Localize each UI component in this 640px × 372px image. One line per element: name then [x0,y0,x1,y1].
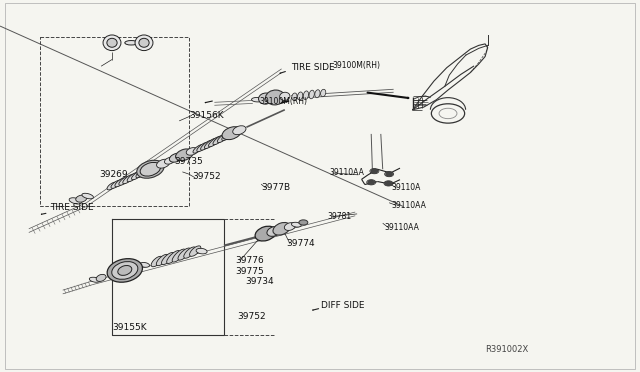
Ellipse shape [161,253,174,264]
Ellipse shape [156,254,168,266]
Ellipse shape [186,148,198,155]
Ellipse shape [196,142,208,152]
Ellipse shape [259,93,273,104]
Text: 39110AA: 39110AA [330,169,364,177]
Ellipse shape [178,248,191,260]
Circle shape [385,182,392,185]
Text: 39734: 39734 [245,278,274,286]
Text: 39110A: 39110A [392,183,421,192]
Ellipse shape [222,127,241,140]
Ellipse shape [135,35,153,51]
Ellipse shape [196,248,207,254]
Text: 3977B: 3977B [261,183,291,192]
Ellipse shape [193,144,204,153]
Text: R391002X: R391002X [485,345,529,354]
Text: 39776: 39776 [236,256,264,265]
Ellipse shape [69,198,82,204]
Text: 39735: 39735 [175,157,204,166]
Text: 39752: 39752 [237,312,266,321]
Ellipse shape [218,133,229,142]
Ellipse shape [222,132,232,141]
Ellipse shape [151,256,163,267]
Ellipse shape [82,193,93,199]
Ellipse shape [115,178,125,187]
Ellipse shape [111,180,122,188]
Ellipse shape [107,259,143,282]
Ellipse shape [132,171,142,180]
Ellipse shape [125,41,138,45]
Ellipse shape [189,246,201,256]
Ellipse shape [267,227,281,236]
Ellipse shape [96,275,106,281]
Text: 39110AA: 39110AA [384,223,419,232]
Ellipse shape [157,159,170,168]
Text: 39774: 39774 [287,239,316,248]
Text: TIRE SIDE: TIRE SIDE [50,203,93,212]
Ellipse shape [107,182,117,190]
Ellipse shape [233,126,246,135]
Text: 39155K: 39155K [112,323,147,332]
Ellipse shape [170,153,182,162]
Ellipse shape [292,93,297,100]
Ellipse shape [280,92,290,100]
Ellipse shape [303,91,308,100]
Ellipse shape [209,136,221,147]
Ellipse shape [284,223,296,230]
Ellipse shape [76,195,87,202]
Ellipse shape [175,149,193,161]
Ellipse shape [140,168,150,176]
Ellipse shape [112,262,138,279]
Ellipse shape [166,251,180,263]
Ellipse shape [140,263,150,267]
Ellipse shape [118,266,132,275]
Ellipse shape [140,163,161,176]
Text: 39781: 39781 [328,212,352,221]
Ellipse shape [299,220,308,225]
Ellipse shape [204,138,217,149]
Text: 39156K: 39156K [189,111,223,120]
Text: DIFF SIDE: DIFF SIDE [321,301,365,310]
Ellipse shape [119,176,130,185]
Ellipse shape [164,157,175,164]
Ellipse shape [255,226,276,241]
Ellipse shape [266,90,285,105]
Circle shape [386,172,392,176]
Text: 39100M(RH): 39100M(RH) [259,97,307,106]
Text: 39775: 39775 [236,267,264,276]
Ellipse shape [172,249,186,262]
Text: 39752: 39752 [192,172,221,181]
Ellipse shape [127,173,138,182]
Ellipse shape [90,277,100,282]
Ellipse shape [315,90,320,98]
Ellipse shape [137,160,164,178]
Text: 39100M(RH): 39100M(RH) [333,61,381,70]
Ellipse shape [291,222,301,227]
Circle shape [371,169,378,173]
Text: 39269: 39269 [99,170,128,179]
Ellipse shape [184,247,196,258]
Circle shape [368,180,374,184]
Ellipse shape [139,38,149,47]
Ellipse shape [321,89,326,97]
Ellipse shape [136,170,147,178]
Ellipse shape [123,174,134,184]
Text: 39110AA: 39110AA [392,201,426,210]
Ellipse shape [213,135,225,145]
Ellipse shape [252,97,263,102]
Ellipse shape [200,140,212,150]
Text: TIRE SIDE: TIRE SIDE [291,63,335,72]
Ellipse shape [273,222,290,235]
Ellipse shape [298,92,303,100]
Ellipse shape [309,90,314,99]
Ellipse shape [103,35,121,51]
Ellipse shape [107,38,117,47]
